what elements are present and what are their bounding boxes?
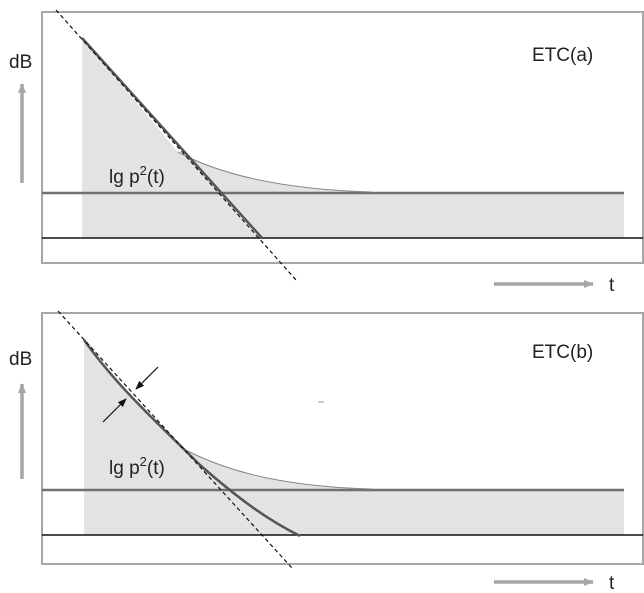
- panel-b-curve-label-sup: 2: [140, 454, 147, 469]
- panel-b-curve-label: lg p2(t): [109, 454, 165, 479]
- panel-b-y-axis-label: dB: [9, 349, 32, 370]
- panel-a-curve-label-main: lg p: [109, 167, 140, 188]
- panel-b-envelope-curve: [179, 446, 373, 490]
- panel-b-deviation-arrow-upper: [135, 366, 159, 390]
- panel-b-etc-label: ETC(b): [532, 342, 593, 363]
- panel-a-curve-label: lg p2(t): [109, 163, 165, 188]
- panel-b-energy-area: [84, 340, 624, 535]
- panel-b-x-axis-label: t: [609, 573, 615, 593]
- panel-b-regression-line: [57, 310, 293, 569]
- panel-a-curve-label-sup: 2: [140, 163, 147, 178]
- panel-a-curve-label-arg: (t): [147, 167, 165, 188]
- panel-b-curve-label-main: lg p: [109, 458, 140, 479]
- panel-a-x-axis-label: t: [609, 275, 615, 296]
- panel-b-curve-label-arg: (t): [147, 458, 165, 479]
- panel-b: dB ETC(b) lg p2(t) t: [9, 310, 644, 593]
- panel-a-y-axis-label: dB: [9, 52, 32, 73]
- panel-a-decay-line: [81, 37, 263, 239]
- panel-a: dB ETC(a) lg p2(t) t: [9, 9, 644, 296]
- panel-a-regression-line: [55, 9, 297, 281]
- panel-b-deviation-arrow-lower: [102, 398, 127, 423]
- panel-a-etc-label: ETC(a): [532, 45, 593, 66]
- panel-a-envelope-curve: [177, 151, 373, 193]
- panel-b-decay-curve: [82, 339, 301, 538]
